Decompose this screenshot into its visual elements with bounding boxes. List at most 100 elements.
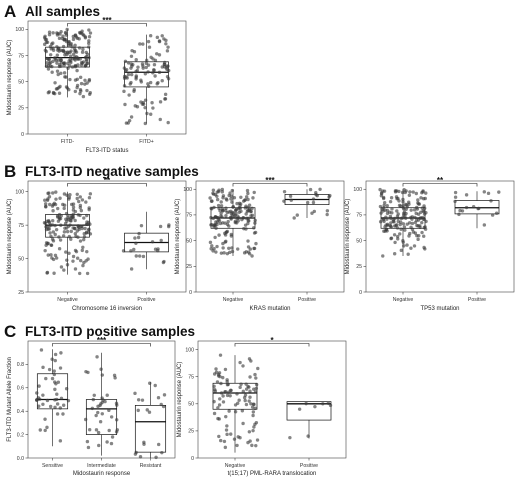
x-axis-label: KRAS mutation [249, 306, 290, 312]
data-point [215, 380, 220, 384]
data-point [68, 50, 72, 55]
data-point [242, 251, 247, 255]
data-point [235, 392, 239, 396]
data-point [395, 209, 399, 213]
data-point [489, 199, 493, 203]
data-point [88, 222, 92, 226]
data-point [420, 220, 424, 225]
data-point [476, 206, 480, 211]
data-point [224, 197, 228, 201]
data-point [212, 399, 216, 404]
data-point [56, 206, 60, 211]
data-point [134, 77, 138, 81]
data-point [321, 402, 325, 406]
data-point [214, 226, 218, 230]
y-axis-label: Midostaurin response (AUC) [7, 40, 13, 116]
data-point [51, 59, 55, 64]
data-point [222, 439, 227, 444]
data-point [256, 366, 260, 371]
data-point [75, 68, 79, 73]
data-point [220, 207, 225, 211]
data-point [53, 358, 57, 363]
data-point [224, 230, 228, 235]
data-point [156, 247, 160, 251]
data-point [78, 239, 83, 243]
data-point [49, 243, 53, 247]
data-point [58, 439, 63, 443]
data-point [80, 248, 85, 253]
data-point [73, 43, 77, 47]
data-point [152, 68, 156, 72]
data-point [223, 390, 227, 394]
y-tick-label: 100 [15, 189, 24, 195]
data-point [208, 196, 212, 200]
box-positive [282, 187, 332, 220]
data-point [145, 408, 149, 412]
data-point [49, 53, 53, 57]
data-point [232, 214, 236, 218]
data-point [399, 227, 403, 231]
data-point [379, 192, 384, 196]
data-point [91, 397, 96, 402]
data-point [401, 197, 405, 202]
data-point [398, 232, 402, 236]
data-point [153, 383, 157, 388]
data-point [218, 209, 222, 213]
y-axis-label: Midostaurin response (AUC) [7, 199, 13, 275]
data-point [53, 202, 58, 207]
data-point [36, 396, 41, 400]
data-point [254, 443, 258, 448]
data-point [157, 70, 162, 75]
data-point [64, 226, 69, 230]
data-point [217, 233, 221, 237]
data-point [220, 190, 225, 194]
data-point [328, 403, 333, 408]
data-point [244, 227, 248, 231]
data-point [383, 208, 387, 212]
data-point [52, 369, 56, 373]
data-point [54, 197, 58, 201]
data-point [394, 189, 399, 193]
data-point [67, 234, 72, 239]
data-point [53, 232, 57, 237]
data-point [213, 223, 217, 228]
data-point [246, 440, 250, 445]
box-negative [212, 353, 260, 453]
data-point [65, 229, 70, 234]
data-point [409, 208, 413, 212]
data-point [231, 205, 235, 209]
data-point [166, 45, 170, 49]
data-point [223, 445, 228, 450]
data-point [46, 218, 51, 223]
data-point [213, 192, 218, 197]
data-point [254, 386, 258, 391]
plot-area [195, 180, 345, 293]
data-point [57, 36, 62, 41]
data-point [62, 192, 67, 196]
boxplot-flt3-itd-status: 0 25 50 75 100 FITD- FITD+ FLT3-ITD status Midos… [7, 16, 187, 154]
data-point [382, 219, 386, 224]
data-point [62, 268, 66, 272]
data-point [132, 89, 136, 93]
significance-label: *** [102, 16, 112, 25]
data-point [251, 428, 255, 433]
data-point [243, 223, 248, 227]
box-positive [286, 401, 333, 440]
data-point [247, 357, 252, 361]
data-point [88, 192, 93, 196]
jitter-points [122, 33, 171, 126]
bracket-line [52, 343, 151, 347]
data-point [96, 430, 101, 435]
data-point [71, 254, 76, 259]
data-point [402, 225, 407, 229]
data-point [56, 219, 61, 223]
data-point [144, 65, 148, 70]
data-point [230, 200, 234, 204]
data-point [408, 190, 412, 194]
data-point [415, 207, 420, 211]
data-point [79, 81, 84, 86]
data-point [42, 35, 47, 40]
data-point [421, 209, 425, 213]
data-point [214, 367, 218, 371]
data-point [215, 197, 220, 202]
